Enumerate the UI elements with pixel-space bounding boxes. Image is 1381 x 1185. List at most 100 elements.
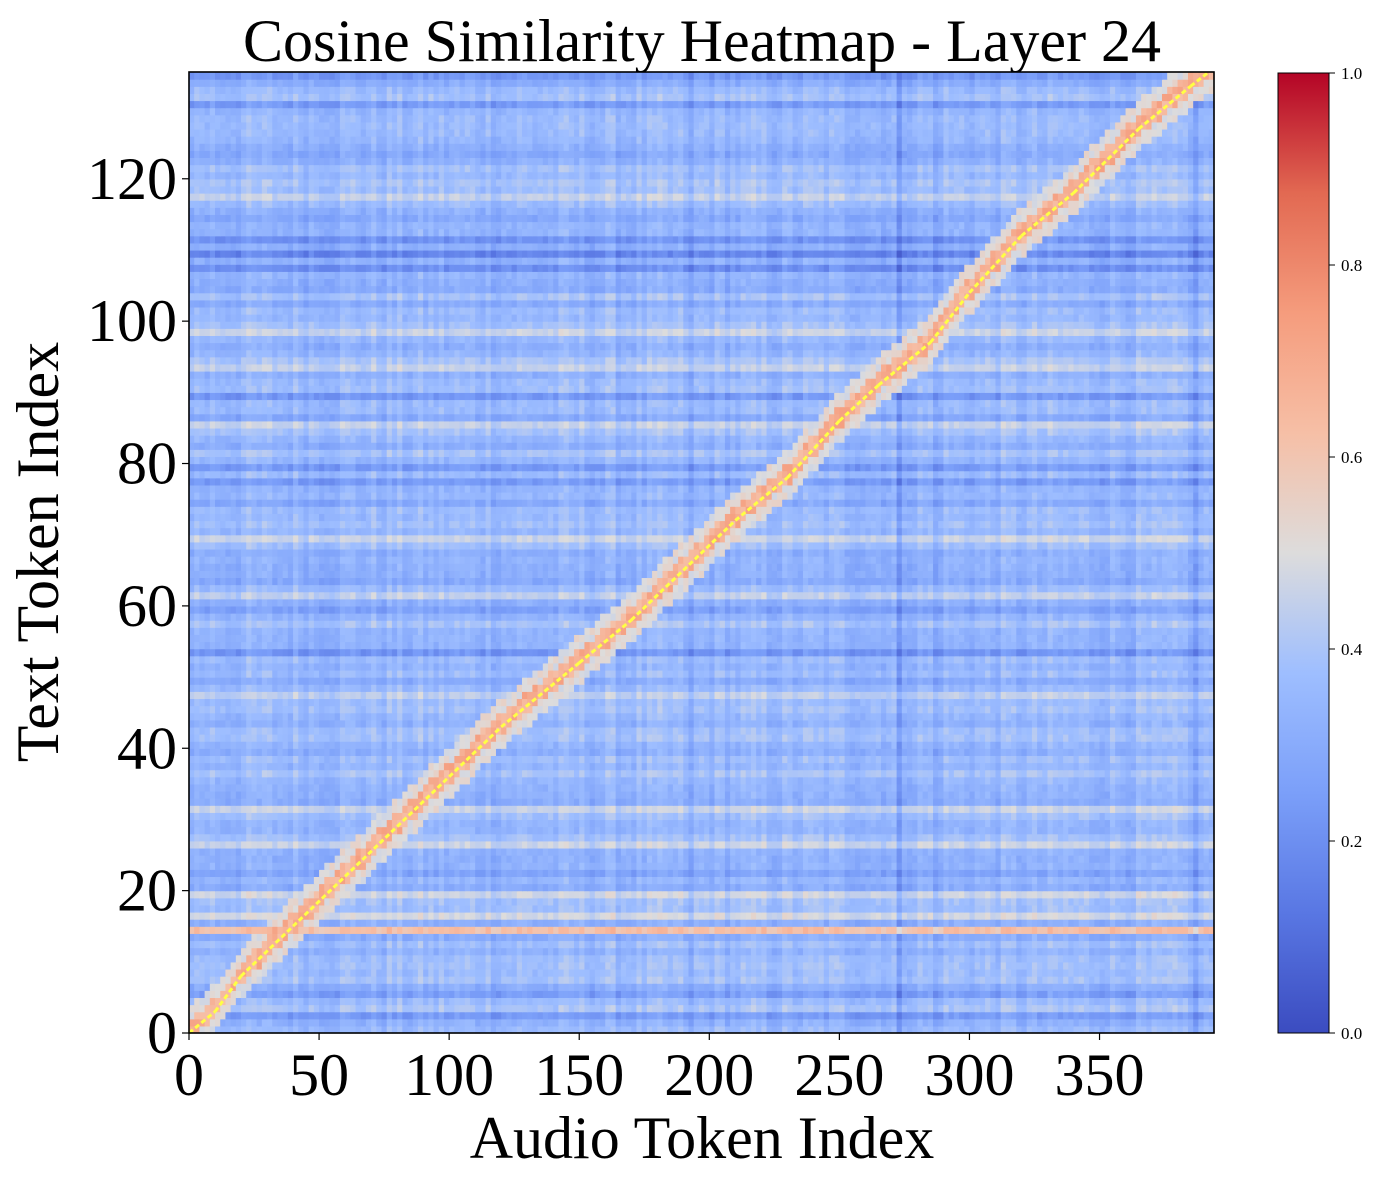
heatmap-cell bbox=[1021, 1019, 1027, 1027]
heatmap-cell bbox=[954, 905, 960, 913]
heatmap-cell bbox=[408, 1012, 414, 1020]
heatmap-cell bbox=[1178, 869, 1184, 877]
heatmap-cell bbox=[595, 898, 601, 906]
heatmap-cell bbox=[610, 983, 616, 991]
heatmap-cell bbox=[257, 940, 263, 948]
heatmap-cell bbox=[1001, 976, 1007, 984]
heatmap-cell bbox=[584, 905, 590, 913]
heatmap-cell bbox=[819, 884, 825, 892]
heatmap-cell bbox=[824, 862, 830, 870]
heatmap-cell bbox=[475, 997, 481, 1005]
heatmap-cell bbox=[813, 912, 819, 920]
heatmap-cell bbox=[418, 976, 424, 984]
heatmap-cell bbox=[543, 983, 549, 991]
heatmap-cell bbox=[309, 869, 315, 877]
heatmap-cell bbox=[912, 1012, 918, 1020]
heatmap-cell bbox=[912, 1005, 918, 1013]
heatmap-cell bbox=[1068, 955, 1074, 963]
heatmap-cell bbox=[694, 869, 700, 877]
heatmap-cell bbox=[1126, 933, 1132, 941]
heatmap-cell bbox=[678, 1019, 684, 1027]
heatmap-cell bbox=[590, 855, 596, 863]
heatmap-cell bbox=[938, 891, 944, 899]
heatmap-cell bbox=[1001, 990, 1007, 998]
heatmap-cell bbox=[1006, 855, 1012, 863]
heatmap-cell bbox=[506, 869, 512, 877]
heatmap-cell bbox=[1053, 876, 1059, 884]
heatmap-cell bbox=[943, 891, 949, 899]
heatmap-cell bbox=[345, 983, 351, 991]
heatmap-cell bbox=[704, 990, 710, 998]
heatmap-cell bbox=[486, 912, 492, 920]
heatmap-cell bbox=[1042, 969, 1048, 977]
heatmap-cell bbox=[850, 862, 856, 870]
heatmap-cell bbox=[751, 898, 757, 906]
heatmap-cell bbox=[538, 976, 544, 984]
heatmap-cell bbox=[1141, 912, 1147, 920]
heatmap-cell bbox=[964, 862, 970, 870]
heatmap-cell bbox=[309, 940, 315, 948]
heatmap-cell bbox=[1001, 855, 1007, 863]
heatmap-cell bbox=[928, 976, 934, 984]
heatmap-cell bbox=[933, 926, 939, 934]
heatmap-cell bbox=[865, 976, 871, 984]
heatmap-cell bbox=[595, 905, 601, 913]
heatmap-cell bbox=[1204, 990, 1210, 998]
heatmap-cell bbox=[397, 1005, 403, 1013]
heatmap-cell bbox=[777, 926, 783, 934]
heatmap-cell bbox=[709, 869, 715, 877]
heatmap-cell bbox=[522, 891, 528, 899]
heatmap-cell bbox=[824, 876, 830, 884]
heatmap-cell bbox=[803, 997, 809, 1005]
heatmap-cell bbox=[283, 962, 289, 970]
heatmap-cell bbox=[943, 969, 949, 977]
heatmap-cell bbox=[475, 990, 481, 998]
heatmap-cell bbox=[975, 919, 981, 927]
heatmap-cell bbox=[668, 976, 674, 984]
heatmap-cell bbox=[522, 969, 528, 977]
heatmap-cell bbox=[356, 905, 362, 913]
heatmap-cell bbox=[668, 898, 674, 906]
heatmap-cell bbox=[1042, 912, 1048, 920]
heatmap-cell bbox=[538, 912, 544, 920]
heatmap-cell bbox=[636, 940, 642, 948]
heatmap-cell bbox=[413, 948, 419, 956]
heatmap-cell bbox=[189, 919, 195, 927]
heatmap-cell bbox=[1146, 1019, 1152, 1027]
heatmap-cell bbox=[376, 983, 382, 991]
heatmap-cell bbox=[616, 876, 622, 884]
heatmap-cell bbox=[1115, 912, 1121, 920]
heatmap-cell bbox=[636, 912, 642, 920]
heatmap-cell bbox=[1058, 969, 1064, 977]
heatmap-cell bbox=[673, 997, 679, 1005]
heatmap-cell bbox=[1131, 862, 1137, 870]
heatmap-cell bbox=[631, 955, 637, 963]
heatmap-cell bbox=[917, 983, 923, 991]
heatmap-cell bbox=[1063, 969, 1069, 977]
heatmap-cell bbox=[408, 898, 414, 906]
heatmap-cell bbox=[949, 955, 955, 963]
heatmap-cell bbox=[382, 848, 388, 856]
heatmap-cell bbox=[1027, 933, 1033, 941]
heatmap-cell bbox=[891, 912, 897, 920]
heatmap-cell bbox=[605, 884, 611, 892]
heatmap-cell bbox=[314, 884, 320, 892]
heatmap-cell bbox=[527, 955, 533, 963]
heatmap-cell bbox=[886, 933, 892, 941]
heatmap-cell bbox=[189, 876, 195, 884]
heatmap-cell bbox=[959, 1012, 965, 1020]
heatmap-cell bbox=[1172, 940, 1178, 948]
heatmap-cell bbox=[964, 990, 970, 998]
heatmap-cell bbox=[350, 990, 356, 998]
heatmap-cell bbox=[309, 997, 315, 1005]
heatmap-cell bbox=[1084, 855, 1090, 863]
heatmap-cell bbox=[283, 1012, 289, 1020]
heatmap-cell bbox=[329, 912, 335, 920]
heatmap-cell bbox=[793, 1019, 799, 1027]
heatmap-cell bbox=[423, 919, 429, 927]
heatmap-cell bbox=[366, 962, 372, 970]
heatmap-cell bbox=[933, 955, 939, 963]
heatmap-cell bbox=[720, 912, 726, 920]
heatmap-cell bbox=[1126, 891, 1132, 899]
heatmap-cell bbox=[486, 862, 492, 870]
